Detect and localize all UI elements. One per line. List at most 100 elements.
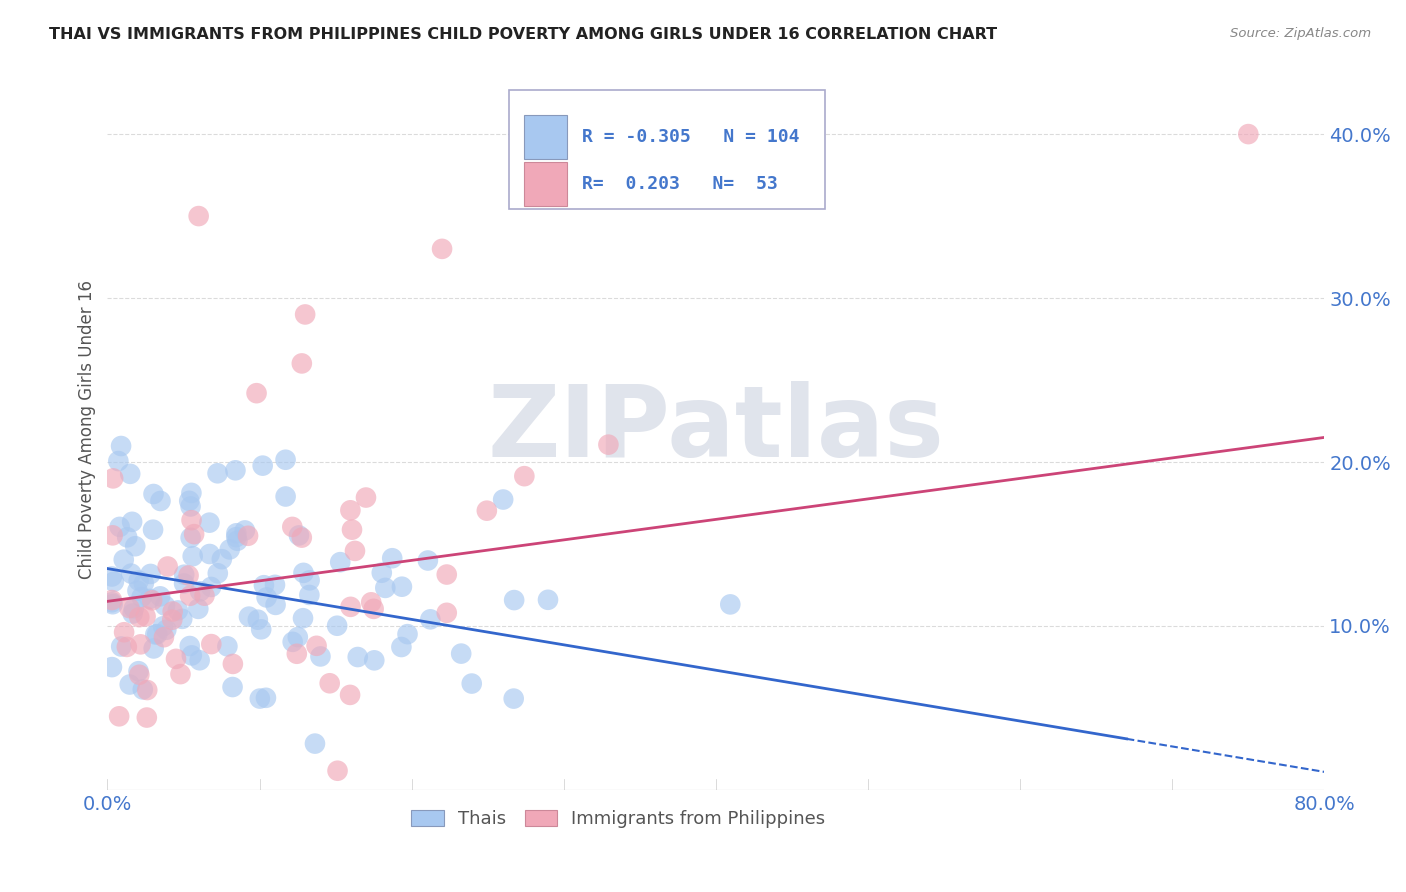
Point	[224, 463, 246, 477]
Point	[326, 764, 349, 778]
Point	[139, 566, 162, 581]
Point	[461, 676, 484, 690]
Point	[152, 619, 174, 633]
Point	[132, 682, 155, 697]
Point	[115, 640, 138, 654]
Point	[363, 653, 385, 667]
Point	[416, 553, 439, 567]
Point	[339, 599, 361, 614]
Point	[179, 639, 201, 653]
Point	[221, 680, 243, 694]
Point	[475, 504, 498, 518]
Point	[169, 667, 191, 681]
Point	[198, 547, 221, 561]
Point	[218, 542, 240, 557]
Point	[419, 612, 441, 626]
Point	[253, 578, 276, 592]
Text: R=  0.203   N=  53: R= 0.203 N= 53	[582, 175, 778, 193]
Point	[187, 209, 209, 223]
Point	[180, 531, 202, 545]
Point	[264, 598, 287, 612]
Point	[274, 490, 297, 504]
Point	[153, 599, 176, 613]
Point	[264, 578, 287, 592]
Point	[118, 601, 141, 615]
Point	[142, 487, 165, 501]
Point	[396, 627, 419, 641]
Point	[183, 527, 205, 541]
Point	[121, 607, 143, 621]
Point	[180, 648, 202, 663]
Point	[200, 637, 222, 651]
Point	[285, 647, 308, 661]
Point	[292, 566, 315, 580]
Point	[135, 710, 157, 724]
Point	[167, 603, 190, 617]
Point	[118, 677, 141, 691]
Point	[207, 467, 229, 481]
Point	[101, 569, 124, 583]
Text: THAI VS IMMIGRANTS FROM PHILIPPINES CHILD POVERTY AMONG GIRLS UNDER 16 CORRELATI: THAI VS IMMIGRANTS FROM PHILIPPINES CHIL…	[49, 27, 997, 42]
Point	[193, 589, 215, 603]
Point	[340, 523, 363, 537]
Point	[326, 618, 349, 632]
Text: Source: ZipAtlas.com: Source: ZipAtlas.com	[1230, 27, 1371, 40]
Point	[292, 611, 315, 625]
Point	[304, 737, 326, 751]
Point	[149, 494, 172, 508]
Point	[180, 513, 202, 527]
Point	[129, 637, 152, 651]
Point	[281, 635, 304, 649]
Point	[436, 606, 458, 620]
Point	[256, 591, 278, 605]
Point	[198, 516, 221, 530]
Point	[127, 583, 149, 598]
Point	[217, 640, 239, 654]
Point	[135, 609, 157, 624]
Point	[211, 552, 233, 566]
Point	[329, 555, 352, 569]
Point	[108, 709, 131, 723]
Point	[291, 356, 314, 370]
Point	[162, 605, 184, 619]
Point	[537, 592, 560, 607]
Point	[142, 523, 165, 537]
Point	[360, 595, 382, 609]
Bar	[523, 115, 568, 160]
Point	[143, 627, 166, 641]
Point	[502, 691, 524, 706]
Point	[173, 576, 195, 591]
Point	[222, 657, 245, 671]
Point	[162, 613, 184, 627]
Point	[225, 526, 247, 541]
Point	[374, 581, 396, 595]
Point	[718, 598, 741, 612]
Point	[391, 640, 413, 654]
Point	[246, 613, 269, 627]
Point	[298, 588, 321, 602]
Point	[391, 580, 413, 594]
Point	[288, 528, 311, 542]
Point	[110, 640, 132, 654]
Point	[128, 610, 150, 624]
Point	[503, 593, 526, 607]
Point	[281, 520, 304, 534]
Point	[291, 531, 314, 545]
Point	[179, 589, 201, 603]
Point	[136, 683, 159, 698]
Point	[339, 503, 361, 517]
Point	[309, 649, 332, 664]
Point	[250, 623, 273, 637]
Point	[294, 308, 316, 322]
Point	[101, 595, 124, 609]
Point	[254, 690, 277, 705]
Text: ZIPatlas: ZIPatlas	[488, 381, 945, 478]
Point	[233, 524, 256, 538]
Point	[108, 520, 131, 534]
Point	[153, 630, 176, 644]
Point	[436, 567, 458, 582]
Point	[131, 590, 153, 604]
FancyBboxPatch shape	[509, 90, 825, 210]
Point	[142, 641, 165, 656]
Point	[128, 574, 150, 588]
